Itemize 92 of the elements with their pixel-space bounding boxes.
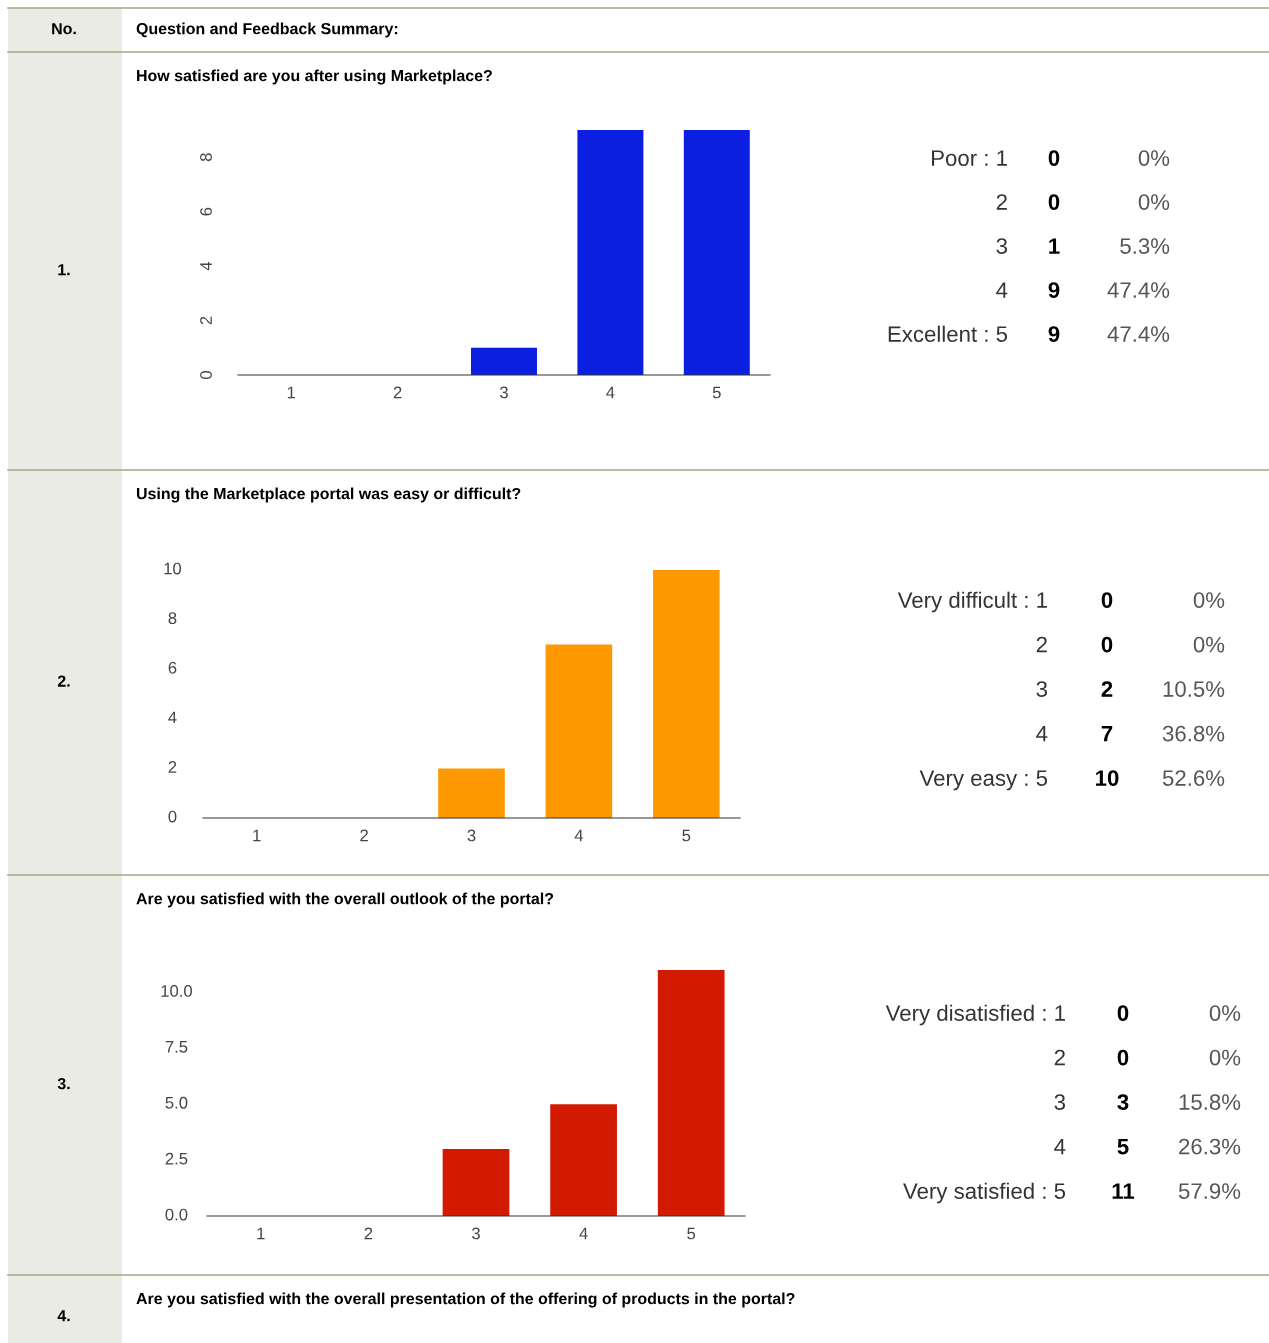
bar (550, 1104, 617, 1216)
x-tick-label: 4 (574, 829, 584, 842)
text: 15.8% (1179, 1094, 1241, 1110)
text: 1 (1049, 238, 1060, 254)
y-tick-label: 0.0 (165, 1208, 188, 1221)
y-tick-label: 8 (168, 612, 177, 625)
text: Poor : 1 (932, 150, 1007, 166)
x-tick-label: 5 (687, 1227, 696, 1240)
text: 9 (1048, 282, 1060, 298)
y-tick-label: 0 (168, 810, 177, 823)
text: 0% (1209, 1049, 1241, 1066)
x-tick-label: 2 (364, 1227, 373, 1240)
text: 2 (1101, 681, 1113, 697)
text: Very disatisfied : 1 (885, 1004, 1065, 1026)
y-tick-label: 10.0 (161, 985, 193, 997)
y-tick-label: 4 (200, 261, 212, 271)
text: 0% (1138, 194, 1170, 210)
text: Very satisfied : 5 (903, 1182, 1066, 1204)
text: 0% (1209, 1005, 1241, 1021)
text: 4 (1054, 1138, 1066, 1155)
bar (657, 970, 725, 1216)
x-tick-label: 2 (393, 386, 402, 399)
text: 5 (1117, 1138, 1129, 1155)
chart-title: How satisfied are you after using Marketplace? (137, 69, 492, 85)
text: 3. (57, 1077, 70, 1090)
y-tick-label: 2.5 (165, 1152, 188, 1165)
x-tick-label: 5 (712, 386, 721, 399)
x-tick-label: 3 (467, 829, 476, 842)
text: 26.3% (1179, 1138, 1241, 1155)
text: 0 (1101, 592, 1113, 608)
text: Excellent : 5 (888, 325, 1008, 342)
text: Very difficult : 1 (897, 591, 1047, 613)
text: 0% (1138, 150, 1170, 166)
chart-title: Using the Marketplace portal was easy or difficult? (136, 487, 521, 503)
y-tick-label: 10 (164, 562, 182, 575)
x-tick-label: 3 (472, 1227, 480, 1240)
text: 3 (1117, 1094, 1129, 1110)
text: 0 (1048, 150, 1060, 166)
y-tick-label: 8 (200, 153, 212, 162)
text: 0% (1193, 592, 1225, 608)
bar (442, 1148, 510, 1216)
x-tick-label: 3 (500, 386, 508, 399)
text: 7 (1101, 725, 1113, 742)
text: 0 (1048, 194, 1060, 210)
bar (438, 768, 505, 818)
bar (653, 570, 720, 818)
text: 2 (1054, 1049, 1065, 1066)
text: 5.3% (1120, 238, 1170, 254)
text: 52.6% (1162, 770, 1225, 786)
x-tick-label: 4 (606, 386, 615, 399)
y-tick-label: 2 (168, 761, 177, 773)
x-tick-label: 2 (360, 829, 368, 842)
text: 0 (1101, 636, 1113, 653)
text: 2 (1036, 636, 1047, 653)
text: Are you satisfied with the overall presentation of the offering of products in the portal? (136, 1292, 795, 1308)
text: 11 (1112, 1183, 1135, 1199)
x-tick-label: 5 (682, 829, 691, 842)
text: Very easy : 5 (919, 770, 1048, 791)
y-tick-label: 2 (200, 316, 212, 325)
y-tick-label: 6 (168, 661, 177, 674)
text: 9 (1048, 326, 1060, 342)
y-tick-label: 6 (200, 207, 212, 216)
y-tick-label: 7.5 (165, 1041, 188, 1053)
text: 10 (1096, 770, 1119, 786)
text: 0 (1117, 1049, 1129, 1066)
y-tick-label: 4 (168, 711, 177, 724)
bar (545, 644, 613, 818)
text: No. (52, 23, 76, 35)
text: 47.4% (1107, 326, 1170, 342)
x-tick-label: 1 (287, 386, 296, 399)
y-tick-label: 5.0 (165, 1096, 188, 1109)
x-tick-label: 1 (253, 829, 261, 842)
text: 10.5% (1163, 681, 1225, 697)
text: 0 (1117, 1005, 1129, 1021)
chart-title: Are you satisfied with the overall outlook of the portal? (136, 892, 554, 908)
text: 3 (996, 238, 1008, 254)
text: 2 (996, 194, 1007, 210)
text: 3 (1036, 681, 1048, 697)
text: 36.8% (1162, 725, 1225, 742)
text: 4. (57, 1310, 70, 1322)
text: 1. (58, 264, 70, 276)
text: 2. (57, 675, 70, 687)
text: 3 (1054, 1094, 1066, 1110)
y-tick-label: 0 (200, 371, 212, 379)
text: 4 (1036, 725, 1048, 742)
text: Question and Feedback Summary: (136, 22, 398, 38)
x-tick-label: 1 (257, 1227, 265, 1240)
text: 47.4% (1107, 282, 1170, 298)
text: 57.9% (1178, 1183, 1241, 1199)
text: 4 (996, 282, 1008, 298)
x-tick-label: 4 (579, 1227, 588, 1240)
text: 0% (1193, 636, 1225, 653)
